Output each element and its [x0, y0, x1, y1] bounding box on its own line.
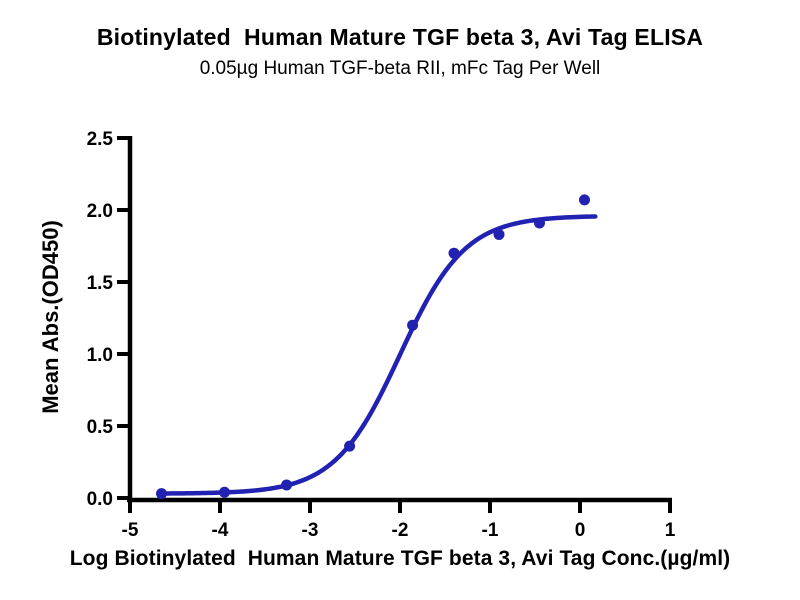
fit-curve — [156, 214, 598, 496]
chart-title: Biotinylated Human Mature TGF beta 3, Av… — [96, 24, 704, 50]
data-point — [281, 479, 293, 491]
data-points — [156, 194, 590, 500]
data-point — [534, 217, 545, 229]
x-tick-label: -1 — [482, 520, 499, 541]
data-point — [344, 440, 356, 452]
data-point — [219, 486, 230, 498]
y-tick-label: 2.5 — [87, 129, 114, 150]
y-tick-label: 1.0 — [87, 345, 113, 366]
x-axis-title: Log Biotinylated Human Mature TGF beta 3… — [69, 547, 731, 570]
dose-response-fit-curve — [156, 214, 598, 496]
x-tick-label: 1 — [665, 520, 676, 541]
y-tick-label: 1.5 — [87, 273, 114, 294]
data-point — [407, 319, 419, 331]
x-tick-label: -5 — [122, 520, 139, 541]
data-point — [156, 488, 167, 500]
data-point — [579, 194, 590, 206]
y-tick-label: 0.5 — [87, 417, 114, 438]
data-point — [493, 228, 505, 240]
y-tick-label: 0.0 — [87, 489, 113, 510]
data-point — [448, 247, 460, 259]
y-tick-label: 2.0 — [87, 201, 113, 222]
tick-labels: 0.0 0.5 1.0 1.5 2.0 2.5 -5 -4 -3 -2 -1 0 1 — [87, 129, 676, 541]
chart-subtitle: 0.05µg Human TGF-beta RII, mFc Tag Per W… — [199, 58, 601, 79]
x-tick-label: -4 — [212, 520, 229, 541]
y-axis-title: Mean Abs.(OD450) — [38, 220, 63, 414]
x-tick-label: 0 — [575, 520, 586, 541]
x-tick-label: -2 — [392, 520, 409, 541]
x-tick-label: -3 — [302, 520, 319, 541]
plot-axes — [117, 136, 672, 513]
